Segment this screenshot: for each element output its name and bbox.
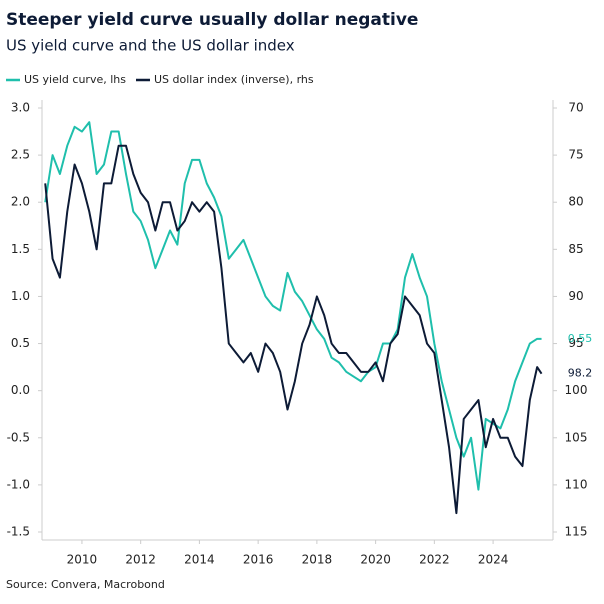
- y2-tick-label: 70: [568, 101, 583, 115]
- end-label: 98.2: [568, 367, 593, 380]
- x-tick-label: 2018: [302, 553, 333, 567]
- y2-tick-label: 110: [565, 477, 588, 491]
- y2-tick-label: 75: [568, 148, 583, 162]
- y-tick-label: -1.5: [7, 525, 30, 539]
- y2-tick-label: 100: [565, 383, 588, 397]
- y2-tick-label: 105: [565, 430, 588, 444]
- y-tick-label: -0.5: [7, 430, 30, 444]
- y-tick-label: 1.5: [11, 242, 30, 256]
- y-tick-label: 3.0: [11, 101, 30, 115]
- legend-label: US dollar index (inverse), rhs: [154, 73, 314, 86]
- y-tick-label: 0.0: [11, 383, 30, 397]
- y-tick-label: -1.0: [7, 477, 30, 491]
- series-line: [44, 121, 542, 491]
- x-tick-label: 2022: [419, 553, 450, 567]
- legend-label: US yield curve, lhs: [24, 73, 126, 86]
- y-tick-label: 2.5: [11, 148, 30, 162]
- x-tick-label: 2010: [67, 553, 98, 567]
- y2-tick-label: 80: [568, 195, 583, 209]
- y2-tick-label: 90: [568, 289, 583, 303]
- x-tick-label: 2012: [125, 553, 156, 567]
- chart-subtitle: US yield curve and the US dollar index: [6, 37, 295, 55]
- y-tick-label: 2.0: [11, 195, 30, 209]
- series-line: [44, 144, 543, 515]
- end-label: 0.55: [568, 332, 593, 345]
- x-tick-label: 2016: [243, 553, 274, 567]
- chart-title: Steeper yield curve usually dollar negat…: [6, 10, 418, 30]
- y2-tick-label: 115: [565, 525, 588, 539]
- x-tick-label: 2020: [360, 553, 391, 567]
- x-tick-label: 2024: [478, 553, 509, 567]
- source: Source: Convera, Macrobond: [6, 578, 165, 591]
- y-tick-label: 0.5: [11, 336, 30, 350]
- y2-tick-label: 85: [568, 242, 583, 256]
- x-tick-label: 2014: [184, 553, 215, 567]
- y-tick-label: 1.0: [11, 289, 30, 303]
- y2-tick-label: 95: [568, 336, 583, 350]
